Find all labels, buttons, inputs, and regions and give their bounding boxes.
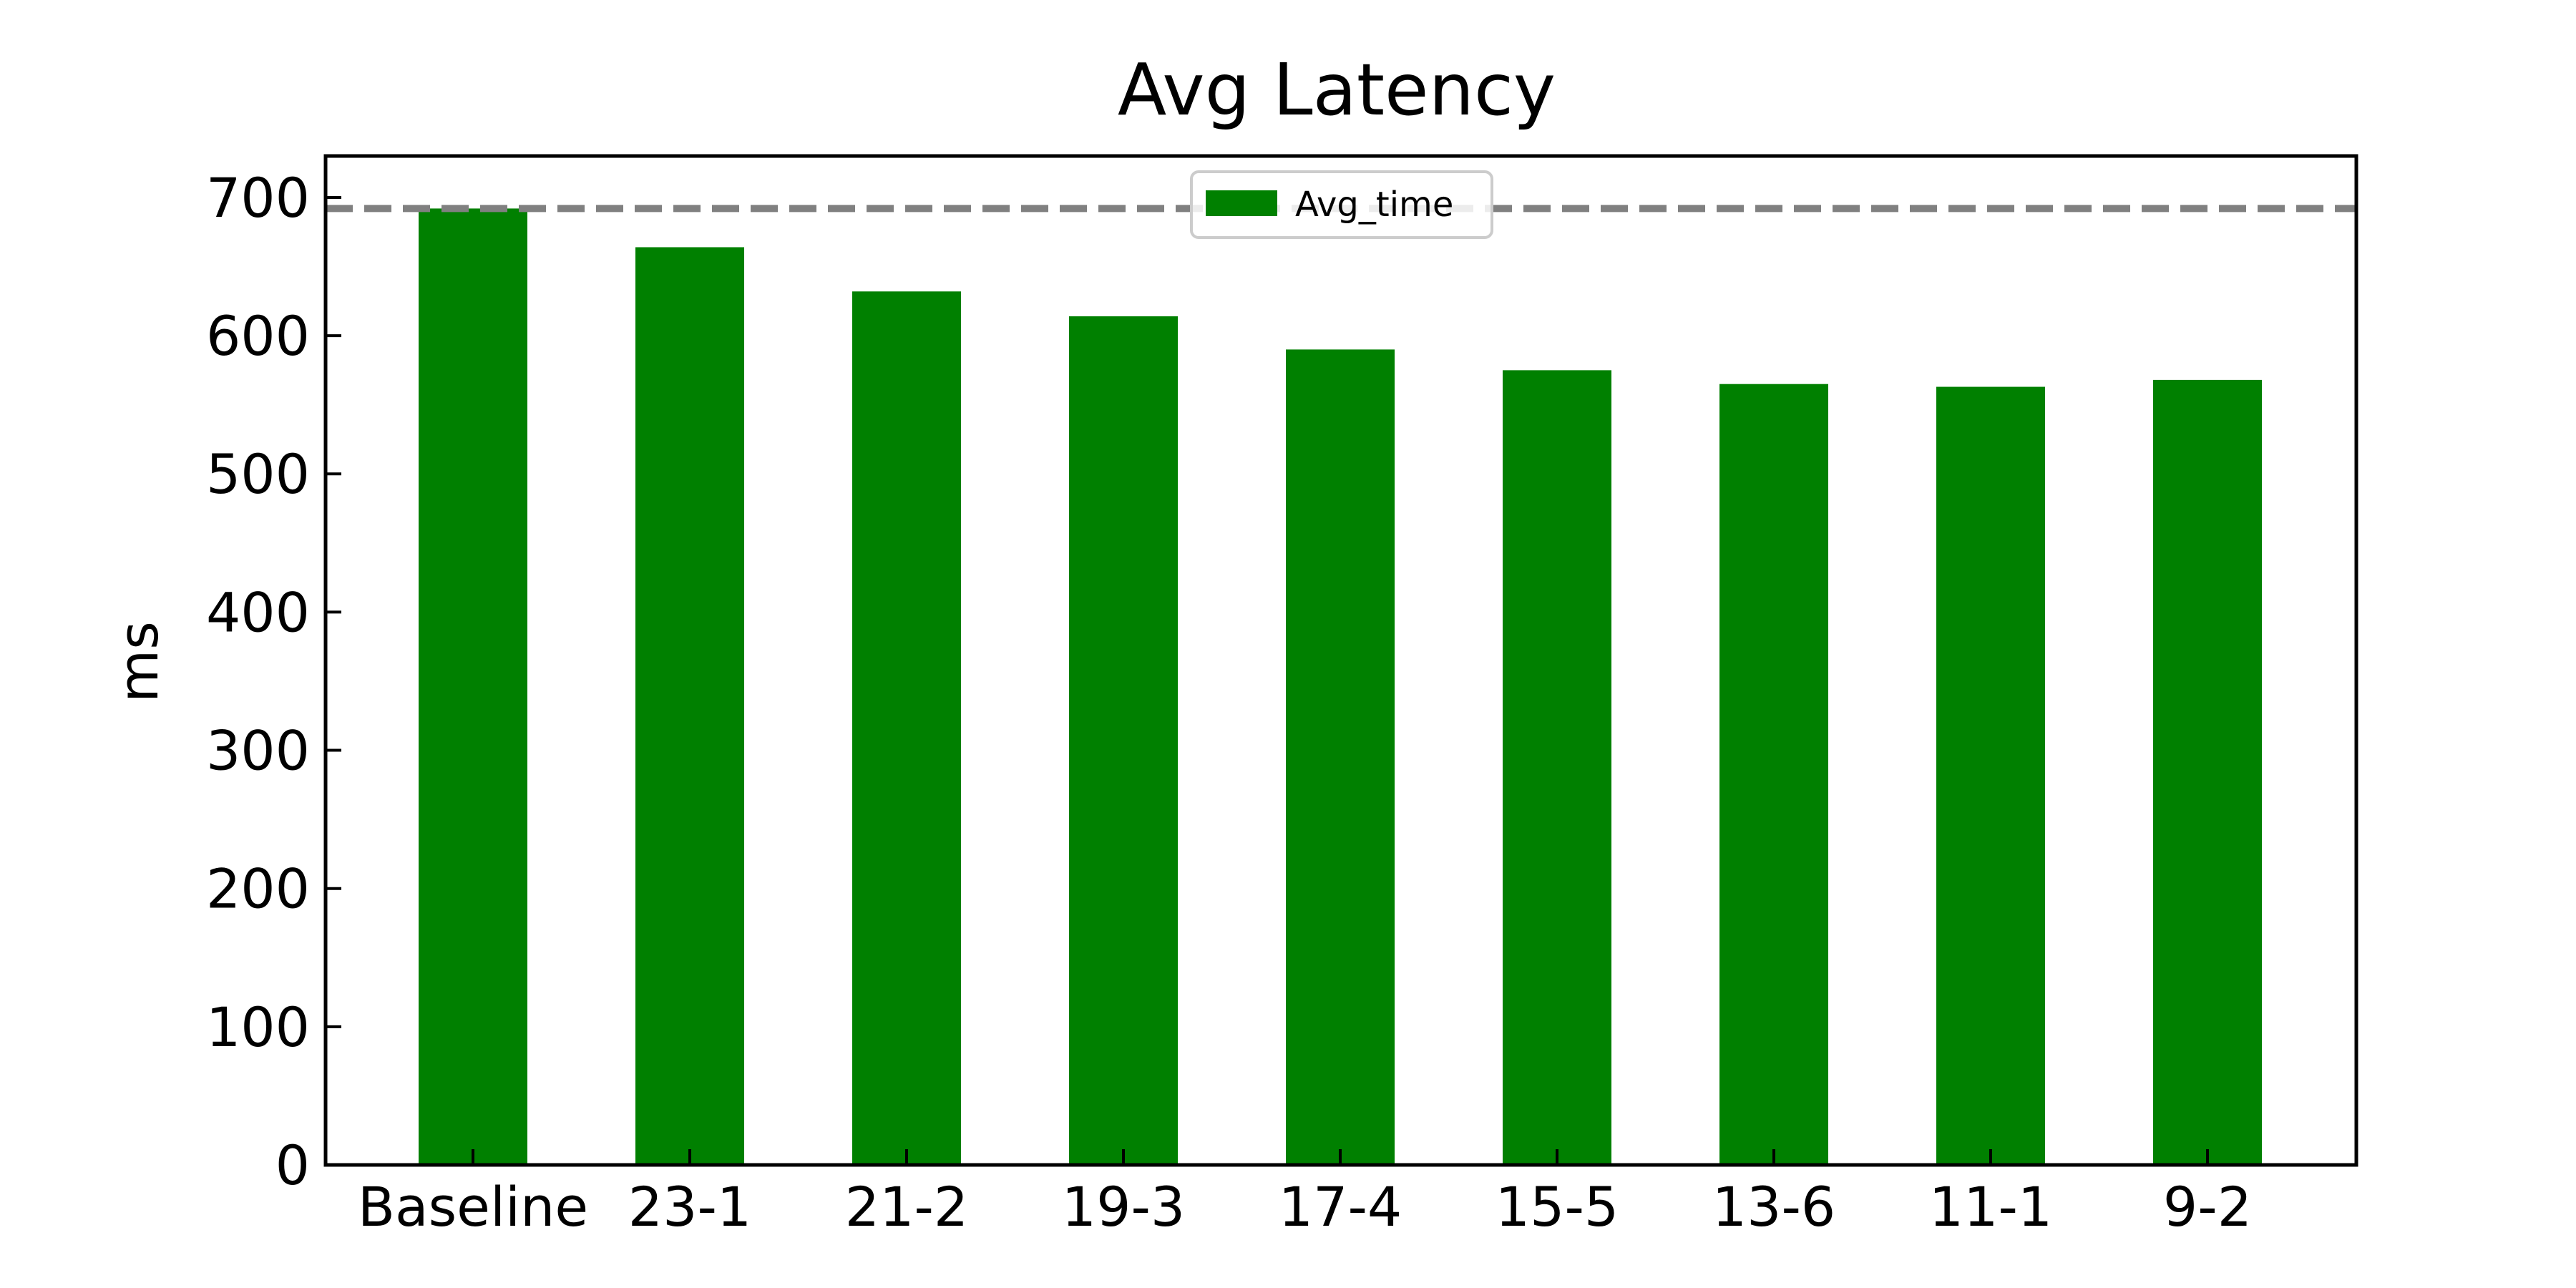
y-tick-label: 400 [206, 580, 310, 644]
x-tick-label: 21-2 [845, 1175, 968, 1239]
bar-9-2 [2153, 379, 2262, 1166]
y-axis-label: ms [107, 621, 170, 703]
bar-15-5 [1503, 370, 1611, 1165]
x-tick-label: 13-6 [1712, 1175, 1835, 1239]
y-tick-label: 300 [206, 719, 310, 783]
x-tick-label: 17-4 [1279, 1175, 1402, 1239]
plot-area: 0 100 200 300 400 500 600 700 Baseline 23-1 21-2 19… [206, 166, 2356, 1239]
plot-frame [323, 154, 2358, 1167]
x-tick-label: 9-2 [2163, 1175, 2252, 1239]
y-tick-label: 700 [206, 166, 310, 230]
y-tick-label: 200 [206, 857, 310, 921]
x-tick-label: 11-1 [1929, 1175, 2052, 1239]
bar-19-3 [1069, 316, 1178, 1165]
y-tick-label: 100 [206, 995, 310, 1059]
x-tick-label: 19-3 [1062, 1175, 1185, 1239]
y-tick-label: 500 [206, 442, 310, 506]
legend-swatch [1206, 190, 1277, 216]
legend-label: Avg_time [1295, 185, 1453, 225]
x-tick-label: Baseline [358, 1175, 588, 1239]
y-tick-label: 0 [275, 1133, 310, 1197]
legend-box [1190, 170, 1493, 239]
y-tick-label: 600 [206, 304, 310, 368]
bar-23-1 [635, 247, 744, 1165]
bar-11-1 [1936, 386, 2045, 1165]
bar-17-4 [1286, 349, 1395, 1166]
bar-21-2 [852, 291, 961, 1166]
x-tick-label: 15-5 [1496, 1175, 1619, 1239]
chart-title: Avg Latency [1118, 48, 1556, 132]
bar-13-6 [1719, 384, 1828, 1165]
x-tick-label: 23-1 [628, 1175, 751, 1239]
bar-baseline [419, 208, 527, 1166]
